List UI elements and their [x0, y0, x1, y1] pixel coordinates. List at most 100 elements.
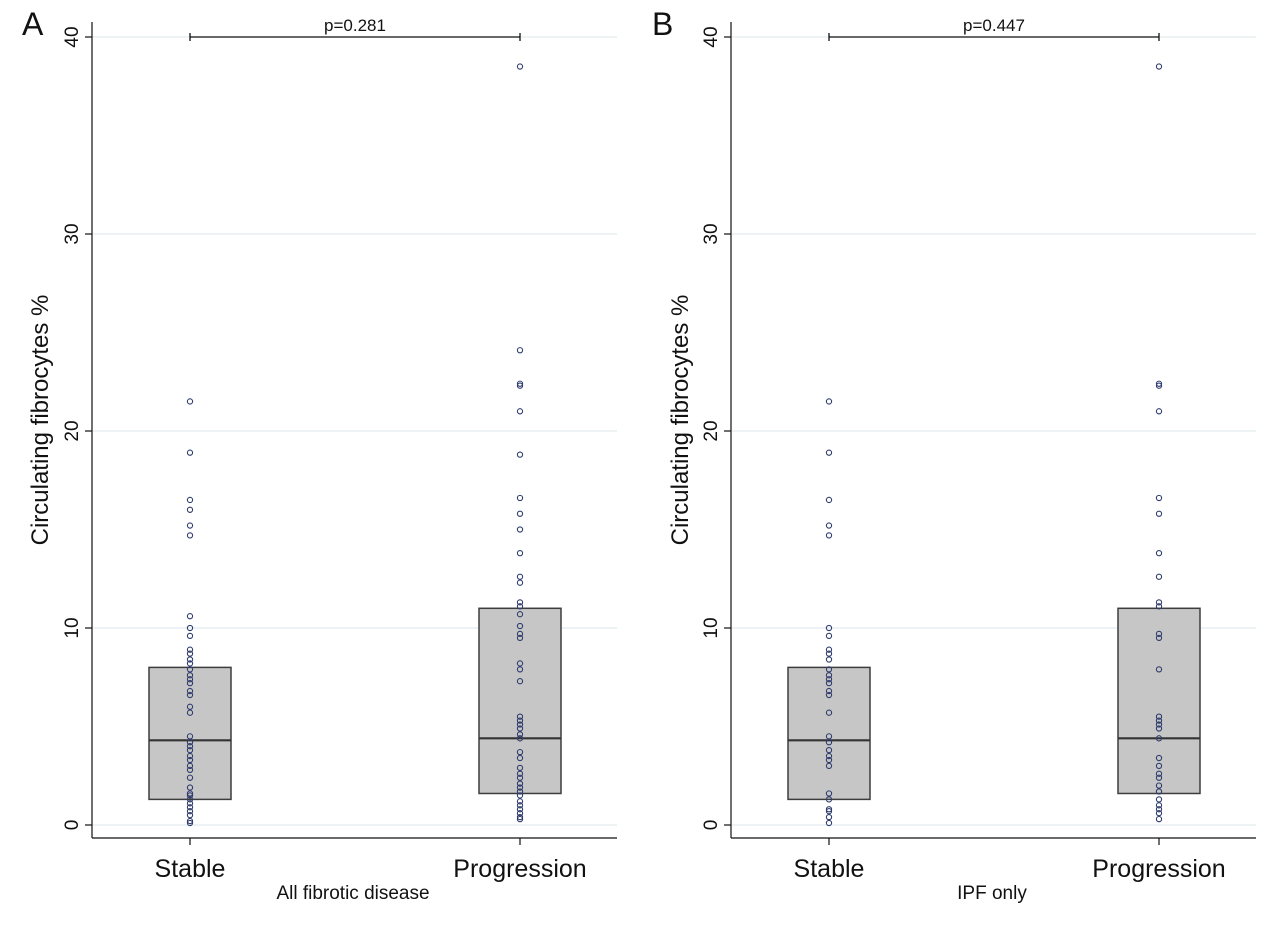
data-point — [186, 496, 194, 504]
data-point — [1155, 806, 1163, 813]
data-point — [1155, 762, 1163, 770]
data-point — [516, 792, 524, 799]
data-point — [186, 817, 194, 825]
x-tick-label: Stable — [794, 855, 865, 883]
data-point — [1155, 380, 1163, 387]
data-point — [186, 796, 194, 803]
data-point — [1155, 735, 1163, 742]
y-tick-label: 30 — [701, 223, 722, 244]
data-point — [516, 579, 524, 586]
data-point — [516, 678, 524, 685]
data-point — [516, 63, 524, 70]
data-point — [186, 650, 194, 657]
data-point — [186, 739, 194, 746]
data-point — [825, 398, 833, 405]
box-progression — [478, 607, 562, 795]
data-point — [516, 774, 524, 781]
x-tick-label: Stable — [155, 855, 226, 883]
box-progression — [1117, 607, 1201, 795]
data-point — [516, 784, 524, 791]
panel-label: B — [652, 6, 673, 42]
data-point — [1155, 770, 1163, 777]
data-point — [825, 680, 833, 687]
data-point — [516, 526, 524, 533]
data-point — [186, 808, 194, 815]
data-point — [186, 762, 194, 770]
y-tick-label: 40 — [701, 26, 722, 47]
data-point — [186, 746, 194, 754]
data-point — [186, 691, 194, 699]
data-point — [825, 666, 833, 673]
data-point — [1155, 725, 1163, 732]
data-point — [1155, 408, 1163, 415]
p-value-label: p=0.281 — [324, 16, 386, 35]
data-point — [1155, 810, 1163, 817]
data-point — [186, 743, 194, 750]
data-point — [186, 800, 194, 807]
data-point — [186, 672, 194, 679]
data-point — [186, 774, 194, 781]
data-point — [516, 788, 524, 795]
data-point — [186, 449, 194, 456]
data-point — [186, 709, 194, 716]
data-point — [186, 522, 194, 529]
data-point — [1155, 721, 1163, 728]
x-axis-title: All fibrotic disease — [276, 883, 429, 904]
data-point — [825, 650, 833, 657]
data-point — [825, 819, 833, 827]
data-point — [825, 796, 833, 803]
data-point — [186, 756, 194, 764]
data-point — [186, 733, 194, 740]
data-point — [186, 398, 194, 405]
data-point — [1155, 717, 1163, 724]
data-point — [516, 813, 524, 821]
data-point — [1155, 782, 1163, 789]
data-point — [1155, 713, 1163, 720]
data-point — [825, 656, 833, 663]
data-point — [516, 731, 524, 738]
data-point — [516, 380, 524, 387]
data-point — [516, 603, 524, 610]
data-point — [1155, 666, 1163, 673]
data-point — [825, 709, 833, 716]
data-point — [1155, 754, 1163, 762]
data-point — [825, 632, 833, 640]
y-tick-label: 40 — [62, 26, 83, 47]
data-point — [186, 506, 194, 513]
data-point — [825, 739, 833, 746]
data-point — [186, 792, 194, 799]
data-point — [186, 752, 194, 760]
data-point — [186, 666, 194, 673]
data-point — [825, 762, 833, 770]
data-point — [516, 451, 524, 458]
data-point — [825, 756, 833, 764]
data-point — [825, 691, 833, 699]
data-point — [186, 784, 194, 791]
data-point — [186, 532, 194, 539]
data-point — [186, 804, 194, 811]
y-tick-label: 20 — [62, 420, 83, 441]
data-point — [186, 819, 194, 827]
y-tick-label: 30 — [62, 223, 83, 244]
data-point — [516, 725, 524, 732]
panel-a: 0 10 20 30 40 Stable Progression Circulating fi… — [22, 6, 617, 904]
x-tick-label: Progression — [453, 855, 586, 883]
data-point — [516, 713, 524, 720]
y-tick-label: 10 — [62, 617, 83, 638]
data-point — [186, 703, 194, 710]
panel-label: A — [22, 6, 44, 42]
data-point — [516, 806, 524, 813]
data-point — [825, 746, 833, 754]
data-point — [825, 646, 833, 653]
data-point — [516, 382, 524, 389]
data-point — [825, 813, 833, 821]
data-point — [516, 780, 524, 787]
data-point — [1155, 549, 1163, 557]
data-point — [1155, 815, 1163, 823]
data-point — [825, 624, 833, 632]
data-point — [1155, 494, 1163, 502]
data-point — [516, 611, 524, 618]
data-point — [186, 613, 194, 620]
data-point — [825, 733, 833, 740]
